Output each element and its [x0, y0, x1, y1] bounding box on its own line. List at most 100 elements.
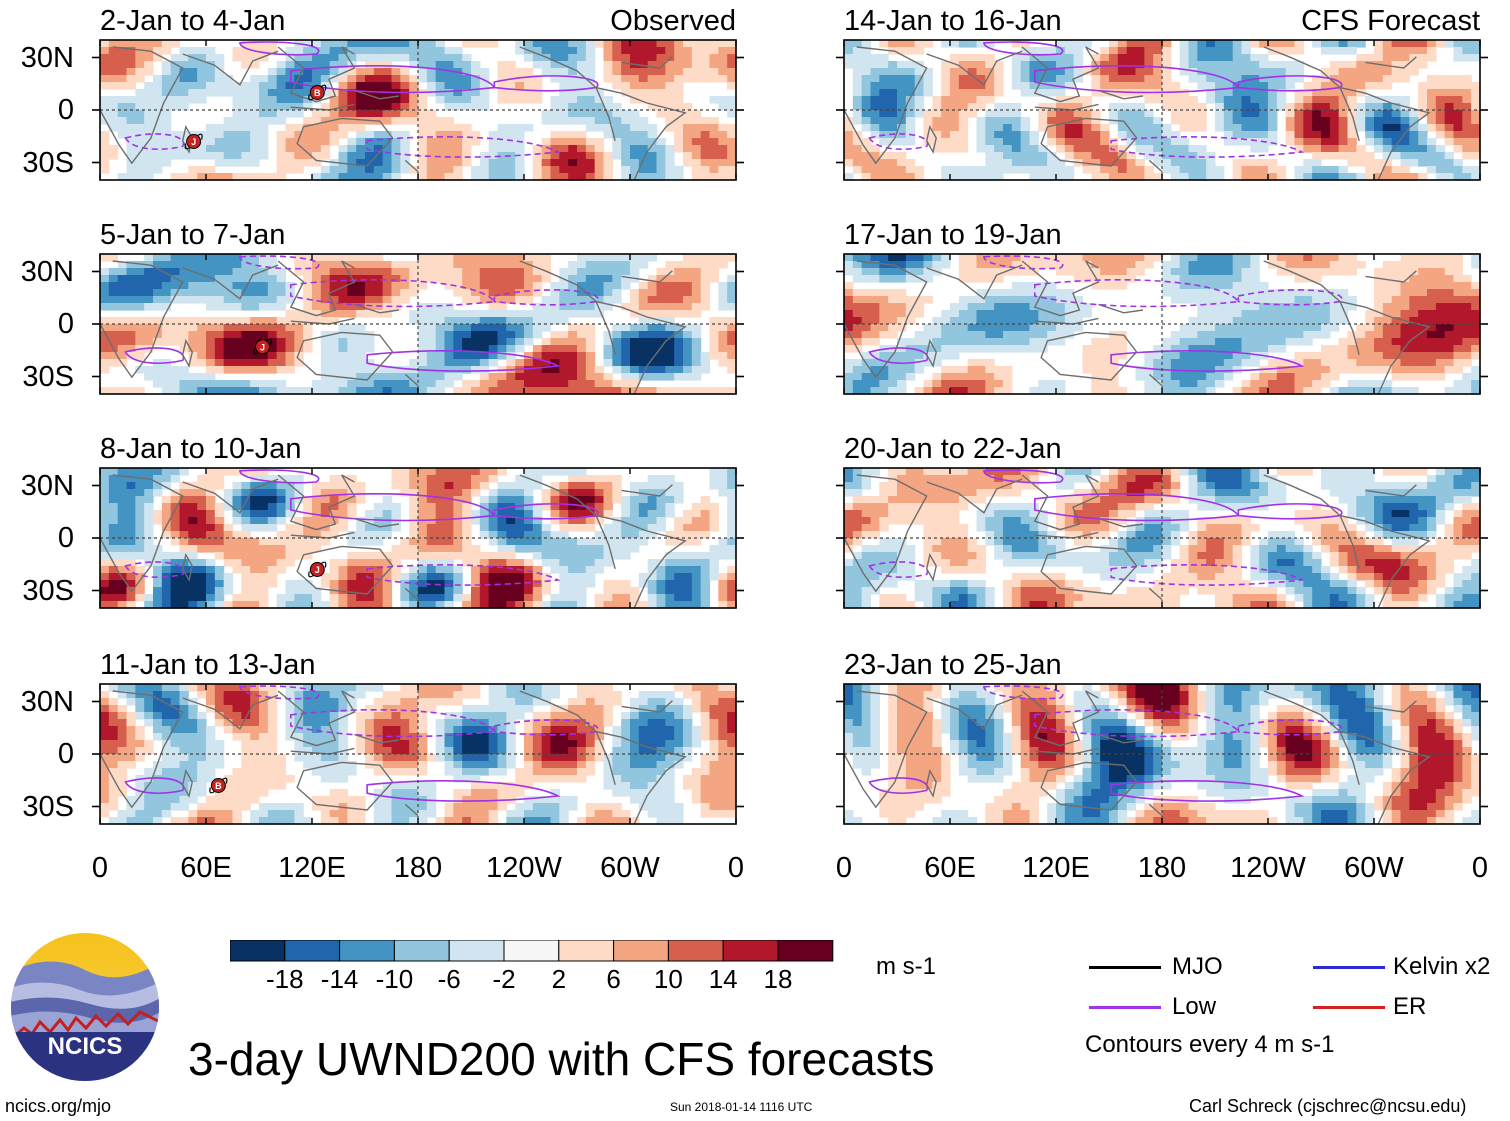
anomaly-cell [691, 733, 702, 741]
anomaly-cell [232, 138, 242, 146]
anomaly-cell [100, 61, 110, 69]
anomaly-cell [197, 517, 207, 525]
anomaly-cell [206, 275, 216, 283]
anomaly-cell [577, 166, 587, 174]
anomaly-cell [1285, 47, 1296, 55]
anomaly-cell [479, 510, 490, 518]
anomaly-cell [223, 282, 234, 290]
anomaly-cell [462, 475, 472, 483]
anomaly-cell [444, 159, 454, 167]
anomaly-cell [700, 775, 711, 783]
anomaly-cell [594, 166, 605, 174]
anomaly-cell [418, 40, 428, 48]
anomaly-cell [444, 103, 454, 111]
anomaly-cell [718, 324, 728, 332]
anomaly-cell [400, 373, 410, 381]
anomaly-cell [718, 317, 728, 325]
anomaly-cell [276, 503, 287, 511]
anomaly-cell [479, 75, 490, 83]
anomaly-cell [568, 89, 578, 97]
anomaly-cell [241, 145, 251, 153]
anomaly-cell [603, 47, 613, 55]
anomaly-cell [1144, 40, 1154, 48]
anomaly-cell [1329, 47, 1340, 55]
anomaly-cell [541, 691, 552, 699]
anomaly-cell [462, 380, 472, 388]
anomaly-cell [594, 733, 605, 741]
anomaly-cell [108, 289, 119, 297]
anomaly-cell [497, 740, 507, 748]
anomaly-cell [161, 719, 172, 727]
anomaly-cell [391, 691, 401, 699]
anomaly-cell [144, 594, 154, 602]
anomaly-cell [347, 254, 357, 262]
anomaly-cell [524, 373, 534, 381]
anomaly-cell [444, 166, 454, 174]
anomaly-cell [206, 740, 216, 748]
anomaly-cell [241, 489, 251, 497]
anomaly-cell [241, 698, 251, 706]
anomaly-cell [691, 373, 702, 381]
anomaly-cell [515, 317, 525, 325]
anomaly-cell [223, 359, 234, 367]
anomaly-cell [426, 359, 437, 367]
anomaly-cell [400, 166, 410, 174]
anomaly-cell [259, 573, 269, 581]
anomaly-cell [674, 75, 684, 83]
anomaly-cell [1011, 54, 1022, 62]
anomaly-cell [638, 40, 649, 48]
anomaly-cell [683, 366, 693, 374]
anomaly-cell [665, 726, 675, 734]
anomaly-cell [179, 705, 189, 713]
anomaly-cell [267, 338, 278, 346]
anomaly-cell [135, 75, 145, 83]
anomaly-cell [400, 475, 410, 483]
anomaly-cell [108, 475, 119, 483]
anomaly-cell [144, 40, 154, 48]
anomaly-cell [153, 775, 163, 783]
anomaly-cell [232, 131, 242, 139]
anomaly-cell [197, 531, 207, 539]
anomaly-cell [718, 705, 728, 713]
anomaly-cell [373, 733, 384, 741]
anomaly-cell [594, 289, 605, 297]
anomaly-cell [117, 712, 128, 720]
anomaly-cell [444, 684, 454, 692]
anomaly-cell [267, 524, 278, 532]
anomaly-cell [1374, 40, 1384, 48]
anomaly-cell [135, 538, 145, 546]
anomaly-cell [400, 387, 410, 395]
anomaly-cell [585, 173, 596, 181]
anomaly-cell [259, 733, 269, 741]
anomaly-cell [144, 482, 154, 490]
anomaly-cell [647, 359, 658, 367]
anomaly-cell [100, 366, 110, 374]
anomaly-cell [232, 517, 242, 525]
anomaly-cell [259, 482, 269, 490]
anomaly-cell [1400, 47, 1410, 55]
anomaly-cell [435, 338, 446, 346]
anomaly-cell [338, 733, 348, 741]
anomaly-cell [144, 817, 154, 825]
anomaly-cell [577, 145, 587, 153]
anomaly-cell [418, 110, 428, 118]
anomaly-cell [515, 705, 525, 713]
anomaly-cell [179, 545, 189, 553]
anomaly-cell [373, 366, 384, 374]
anomaly-cell [117, 810, 128, 818]
anomaly-cell [259, 117, 269, 125]
anomaly-cell [347, 145, 357, 153]
anomaly-cell [170, 503, 181, 511]
anomaly-cell [559, 152, 569, 160]
anomaly-cell [532, 345, 543, 353]
anomaly-cell [577, 338, 587, 346]
anomaly-cell [453, 754, 463, 762]
anomaly-cell [135, 159, 145, 167]
anomaly-cell [303, 317, 313, 325]
anomaly-cell [647, 61, 658, 69]
anomaly-cell [559, 345, 569, 353]
anomaly-cell [621, 747, 631, 755]
anomaly-cell [197, 75, 207, 83]
anomaly-cell [683, 54, 693, 62]
anomaly-cell [100, 517, 110, 525]
